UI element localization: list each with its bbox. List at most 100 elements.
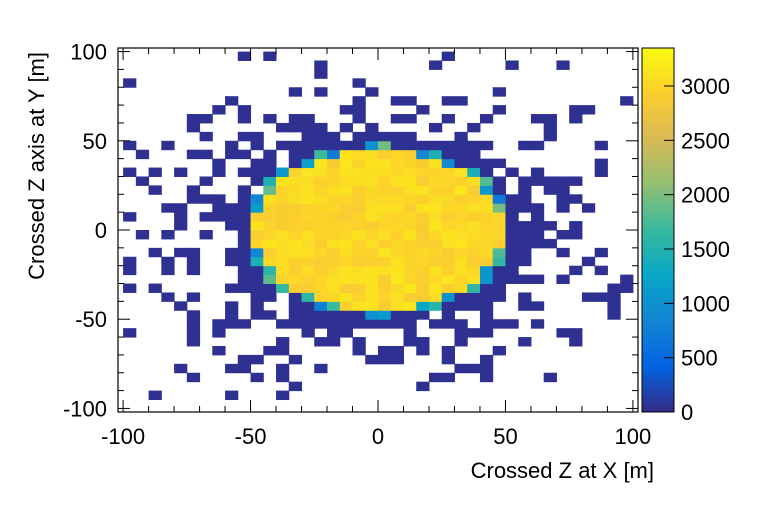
heatmap-cell — [314, 283, 328, 293]
heatmap-cell — [416, 176, 430, 186]
heatmap-cell — [301, 140, 315, 151]
heatmap-cell — [288, 230, 303, 240]
heatmap-cell — [314, 122, 328, 133]
heatmap-cell — [556, 274, 570, 285]
heatmap-cell — [441, 140, 455, 151]
heatmap-cell — [390, 238, 404, 249]
colorbar-label: 3000 — [681, 74, 730, 99]
heatmap-cell — [620, 274, 634, 285]
heatmap-cell — [314, 212, 328, 222]
heatmap-cell — [467, 149, 481, 160]
heatmap-cell — [301, 265, 315, 276]
heatmap-cell — [403, 310, 417, 320]
heatmap-cell — [250, 203, 264, 213]
heatmap-cell — [237, 230, 252, 240]
heatmap-cell — [416, 105, 430, 115]
heatmap-cell — [492, 230, 506, 240]
heatmap-cell — [479, 372, 494, 383]
heatmap-cell — [492, 194, 506, 204]
heatmap-cell — [365, 247, 379, 258]
heatmap-cell — [403, 158, 417, 169]
heatmap-cell — [416, 185, 430, 195]
heatmap-cell — [479, 301, 494, 311]
heatmap-cell — [237, 265, 252, 276]
heatmap-cell — [467, 247, 481, 258]
heatmap-cell — [365, 230, 379, 240]
heatmap-cell — [428, 212, 443, 222]
heatmap-cell — [250, 372, 264, 383]
heatmap-cell — [454, 292, 468, 302]
heatmap-cell — [365, 203, 379, 213]
heatmap-cell — [467, 221, 481, 231]
heatmap-cell — [250, 265, 264, 276]
heatmap-cell — [518, 337, 532, 347]
heatmap-cell — [327, 292, 341, 302]
heatmap-cell — [416, 274, 430, 285]
heatmap-cell — [454, 131, 468, 142]
heatmap-cell — [352, 310, 366, 320]
heatmap-cell — [403, 238, 417, 249]
heatmap-cell — [199, 230, 213, 240]
heatmap-cell — [365, 256, 379, 267]
heatmap-cell — [250, 230, 264, 240]
heatmap-cell — [212, 328, 226, 338]
x-tick-label: 50 — [493, 424, 517, 449]
heatmap-cell — [518, 247, 532, 258]
heatmap-cell — [301, 167, 315, 177]
heatmap-cell — [530, 274, 545, 285]
heatmap-cell — [454, 301, 468, 311]
heatmap-cell — [416, 203, 430, 213]
heatmap-cell — [365, 149, 379, 160]
x-tick-label: 100 — [615, 424, 652, 449]
heatmap-cell — [123, 265, 137, 276]
heatmap-cell — [454, 212, 468, 222]
heatmap-cell — [403, 328, 417, 338]
heatmap-cell — [454, 256, 468, 267]
heatmap-cell — [378, 256, 392, 267]
heatmap-cell — [378, 319, 392, 329]
heatmap-cell — [441, 158, 455, 169]
heatmap-cell — [428, 265, 443, 276]
heatmap-cell — [441, 221, 455, 231]
heatmap-cell — [416, 247, 430, 258]
heatmap-cell — [352, 238, 366, 249]
heatmap-cell — [428, 372, 443, 383]
heatmap-cell — [428, 167, 443, 177]
heatmap-cell — [569, 221, 583, 231]
heatmap-cell — [250, 238, 264, 249]
heatmap-cell — [378, 149, 392, 160]
heatmap-cell — [212, 212, 226, 222]
heatmap-cell — [467, 238, 481, 249]
heatmap-cell — [365, 301, 379, 311]
heatmap-cell — [428, 230, 443, 240]
heatmap-cell — [403, 185, 417, 195]
heatmap-cell — [339, 319, 354, 329]
heatmap-cell — [301, 194, 315, 204]
heatmap-cell — [479, 256, 494, 267]
heatmap-cell — [276, 194, 290, 204]
heatmap-cell — [403, 247, 417, 258]
heatmap-cell — [530, 301, 545, 311]
heatmap-cell — [288, 381, 303, 392]
heatmap-cell — [390, 256, 404, 267]
heatmap-cell — [327, 283, 341, 293]
heatmap-cell — [276, 256, 290, 267]
heatmap-cell — [212, 319, 226, 329]
heatmap-cell — [263, 158, 277, 169]
heatmap-cell — [250, 212, 264, 222]
heatmap-cell — [454, 247, 468, 258]
heatmap-cell — [543, 238, 557, 249]
heatmap-cell — [428, 283, 443, 293]
heatmap-cell — [314, 265, 328, 276]
heatmap-cell — [403, 212, 417, 222]
heatmap-cell — [186, 122, 201, 133]
heatmap-cell — [530, 167, 545, 177]
heatmap-cell — [250, 221, 264, 231]
heatmap-cell — [441, 167, 455, 177]
heatmap-cell — [288, 265, 303, 276]
x-tick-labels: -100 -50 0 50 100 — [101, 424, 651, 449]
heatmap-cell — [518, 230, 532, 240]
heatmap-cell — [441, 283, 455, 293]
heatmap-cell — [454, 185, 468, 195]
